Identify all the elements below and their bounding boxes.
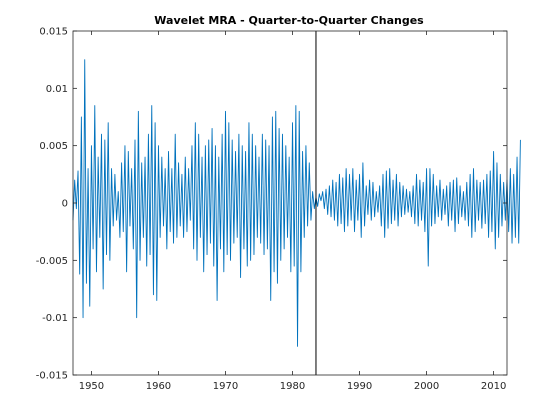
series-line-0: [72, 59, 521, 347]
x-tick-label: 1950: [79, 381, 104, 392]
y-tick-label: 0.015: [39, 27, 68, 38]
x-axis-ticks: 1950 1960 1970 1980 1990 2000 2010: [79, 31, 506, 392]
y-tick-label: 0.005: [39, 141, 68, 152]
x-tick-label: 2000: [414, 381, 439, 392]
chart-title: Wavelet MRA - Quarter-to-Quarter Changes: [154, 14, 424, 27]
y-tick-label: -0.01: [42, 313, 68, 324]
y-tick-label: 0.01: [46, 84, 68, 95]
x-tick-label: 1990: [347, 381, 372, 392]
series-group: [72, 59, 521, 347]
y-axis-ticks: -0.015 -0.01 -0.005 0 0.005 0.01 0.015: [36, 27, 507, 382]
x-tick-label: 1980: [280, 381, 305, 392]
y-tick-label: -0.005: [36, 256, 68, 267]
y-tick-label: 0: [62, 199, 68, 210]
y-tick-label: -0.015: [36, 371, 68, 382]
x-tick-label: 2010: [481, 381, 506, 392]
x-tick-label: 1970: [213, 381, 238, 392]
x-tick-label: 1960: [146, 381, 171, 392]
